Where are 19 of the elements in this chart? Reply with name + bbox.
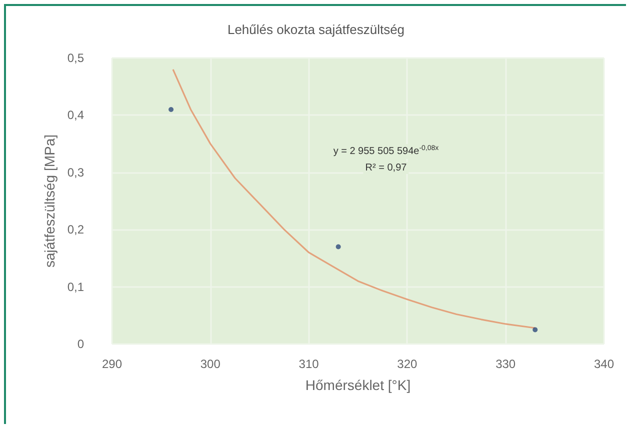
point [168,106,174,112]
x-tick-label: 310 [298,357,320,371]
y-tick-label: 0,4 [67,108,84,122]
point [532,327,538,332]
annotation: R² = 0,97 [365,162,408,174]
y-tick-label: 0,3 [67,165,84,180]
x-tick-label: 300 [200,357,221,371]
x-tick-label: 290 [102,357,122,371]
x-tick-label: 340 [594,357,614,371]
y-tick-label: 0 [77,337,84,351]
point [336,244,341,250]
y-tick-label: 0,2 [67,222,84,237]
x-axis-title: Hőmérséklet [°K] [305,377,411,393]
chart-title: Lehűlés okozta sajátfeszültség [227,22,405,37]
y-axis-title: sajátfeszültség [MPa] [41,134,58,268]
y-tick-label: 0,5 [67,51,84,65]
x-tick-label: 320 [397,357,418,371]
x-tick-label: 330 [496,357,516,371]
y-tick-label: 0,1 [67,280,84,294]
